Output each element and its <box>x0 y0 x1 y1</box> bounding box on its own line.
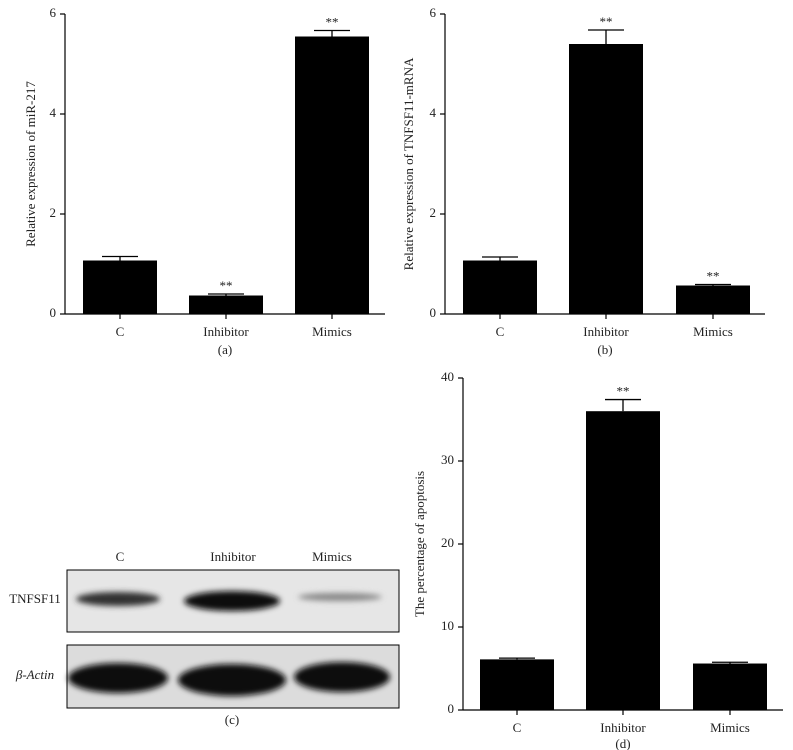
significance: ** <box>326 14 339 29</box>
y-tick-label: 0 <box>448 701 455 716</box>
y-tick-label: 6 <box>430 5 437 20</box>
blot-panel: C Inhibitor Mimics TNFSF11 β-Actin (c) <box>9 549 400 727</box>
bar <box>189 295 263 314</box>
x-tick-label: Mimics <box>312 324 352 339</box>
significance: ** <box>220 278 233 293</box>
x-tick-label: Mimics <box>693 324 733 339</box>
caption: (b) <box>597 342 612 357</box>
y-tick-label: 2 <box>50 205 57 220</box>
significance: ** <box>617 384 630 399</box>
caption: (a) <box>218 342 232 357</box>
band <box>178 664 286 696</box>
x-tick-label: Inhibitor <box>600 720 646 735</box>
band <box>184 591 280 611</box>
bar <box>295 36 369 314</box>
y-axis-label: Relative expression of miR-217 <box>23 81 38 247</box>
lane-label: C <box>116 549 125 564</box>
significance: ** <box>600 14 613 29</box>
bar <box>569 44 643 314</box>
row-label: TNFSF11 <box>9 591 61 606</box>
significance: ** <box>707 268 720 283</box>
y-tick-label: 40 <box>441 369 454 384</box>
band <box>294 662 390 692</box>
y-tick-label: 20 <box>441 535 454 550</box>
bar <box>480 659 554 710</box>
y-tick-label: 2 <box>430 205 437 220</box>
bar <box>83 260 157 314</box>
x-tick-label: C <box>513 720 522 735</box>
y-tick-label: 0 <box>50 305 57 320</box>
y-tick-label: 4 <box>50 105 57 120</box>
bar <box>693 663 767 710</box>
caption: (c) <box>225 712 239 727</box>
bar <box>586 411 660 710</box>
band <box>68 663 168 693</box>
lane-label: Inhibitor <box>210 549 256 564</box>
x-tick-label: C <box>496 324 505 339</box>
caption: (d) <box>615 736 630 750</box>
bar <box>463 260 537 314</box>
band <box>76 592 160 606</box>
y-axis-label: The percentage of apoptosis <box>412 471 427 617</box>
y-tick-label: 4 <box>430 105 437 120</box>
row-label: β-Actin <box>15 667 54 682</box>
band <box>298 593 382 601</box>
x-tick-label: Inhibitor <box>583 324 629 339</box>
y-tick-label: 10 <box>441 618 454 633</box>
y-tick-label: 30 <box>441 452 454 467</box>
x-tick-label: Inhibitor <box>203 324 249 339</box>
y-tick-label: 6 <box>50 5 57 20</box>
y-axis-label: Relative expression of TNFSF11-mRNA <box>401 57 416 270</box>
x-tick-label: Mimics <box>710 720 750 735</box>
x-tick-label: C <box>116 324 125 339</box>
lane-label: Mimics <box>312 549 352 564</box>
bar <box>676 285 750 314</box>
bands <box>68 591 390 696</box>
y-tick-label: 0 <box>430 305 437 320</box>
